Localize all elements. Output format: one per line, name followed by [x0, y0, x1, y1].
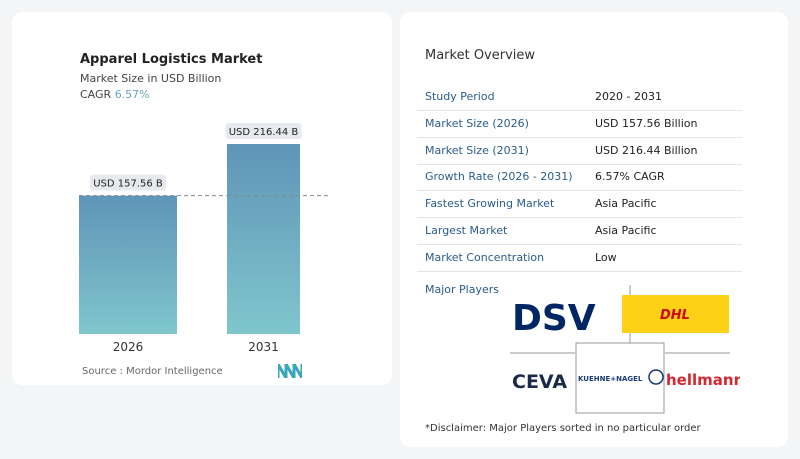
overview-row: Market Concentration Low [417, 245, 742, 272]
row-value: Asia Pacific [595, 224, 657, 237]
row-label: Growth Rate (2026 - 2031) [425, 170, 573, 184]
row-label: Market Concentration [425, 250, 545, 264]
row-value: 2020 - 2031 [595, 90, 662, 103]
row-label: Market Size (2026) [425, 116, 529, 130]
bar-chart: USD 157.56 B 2026 USD 216.44 B 2031 [79, 123, 330, 354]
data-label-bg [90, 174, 166, 191]
data-label: USD 157.56 B [93, 179, 163, 190]
cagr-value: 6.57% [114, 88, 150, 101]
row-value: USD 157.56 Billion [595, 116, 698, 130]
overview-row: Growth Rate (2026 - 2031) 6.57% CAGR [417, 164, 742, 192]
row-value: Low [595, 250, 617, 264]
row-value: USD 216.44 Billion [595, 143, 698, 157]
x-tick-label: 2031 [248, 340, 279, 354]
x-tick-label: 2026 [113, 340, 144, 354]
major-players-label: Major Players [425, 283, 499, 296]
player-logos: DHL DSV CEVA KUEHNE+NAGEL hellmann [510, 285, 740, 414]
dhl-logo-text: DHL [660, 308, 690, 323]
overview-row: Market Size (2026) USD 157.56 Billion [417, 111, 742, 138]
bar-2026 [79, 195, 177, 334]
disclaimer: *Disclaimer: Major Players sorted in no … [425, 423, 701, 434]
overview-row: Study Period 2020 - 2031 [417, 84, 742, 111]
chart-title: Apparel Logistics Market [80, 52, 263, 67]
overview-row: Largest Market Asia Pacific [417, 218, 742, 245]
chart-subtitle: Market Size in USD Billion [80, 72, 222, 85]
overview-row: Fastest Growing Market Asia Pacific [417, 191, 742, 219]
overview-title: Market Overview [425, 48, 536, 63]
data-label-bg [225, 123, 302, 139]
anchor-icon [648, 369, 664, 385]
ceva-logo: CEVA [512, 371, 567, 393]
hellmann-logo: hellmann [666, 371, 740, 389]
row-value: 6.57% CAGR [595, 170, 665, 184]
dhl-logo [622, 295, 729, 333]
row-label: Study Period [425, 90, 495, 103]
row-label: Fastest Growing Market [425, 197, 555, 211]
overview-row: Market Size (2031) USD 216.44 Billion [417, 138, 742, 165]
row-label: Largest Market [425, 224, 508, 237]
data-label: USD 216.44 B [229, 127, 299, 138]
cagr-label: CAGR [80, 88, 112, 101]
source: Source : Mordor Intelligence [82, 366, 223, 377]
row-value: Asia Pacific [595, 197, 657, 211]
row-label: Market Size (2031) [425, 143, 529, 157]
cagr: CAGR 6.57% [80, 88, 150, 102]
dsv-logo: DSV [512, 298, 596, 339]
mordor-logo-icon [278, 364, 302, 378]
kuehne-nagel-logo: KUEHNE+NAGEL [578, 375, 643, 383]
bar-2031 [227, 144, 300, 334]
chart-card [12, 12, 392, 385]
